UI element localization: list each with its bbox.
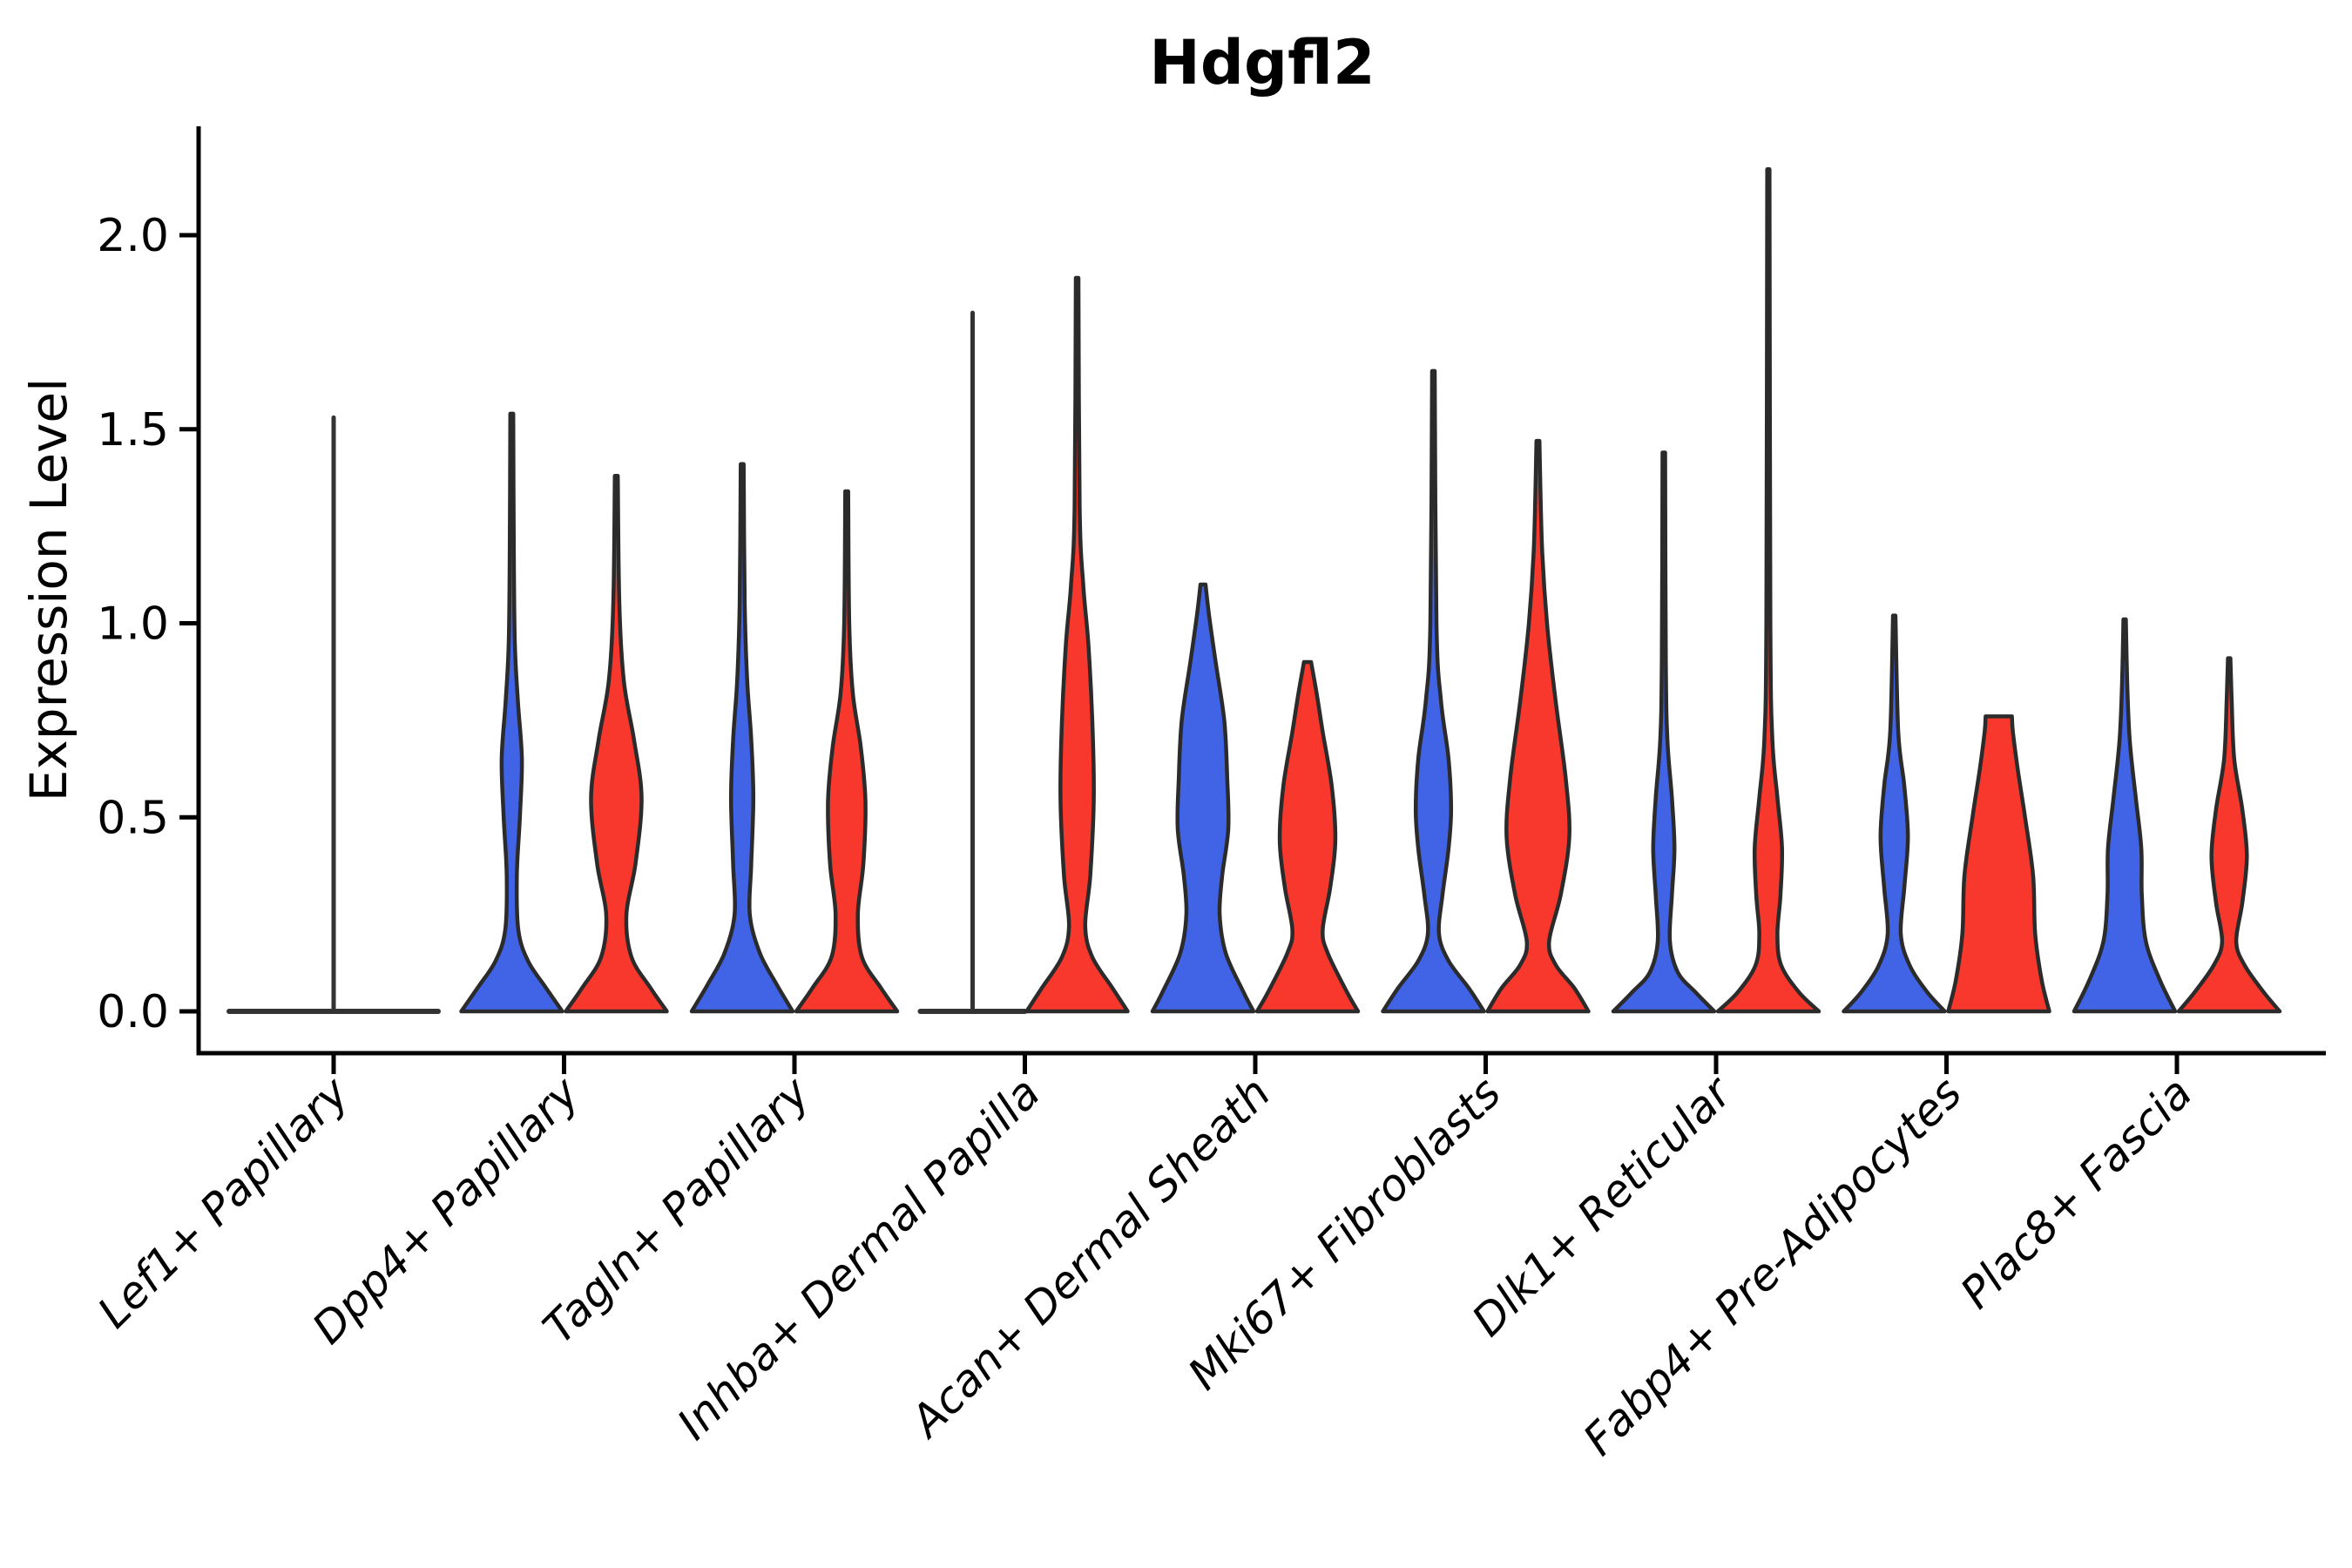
violin-4-red — [1254, 659, 1361, 1014]
x-tick-label: Plac8+ Fascia — [1951, 1067, 2202, 1318]
violin-1-red — [564, 473, 669, 1014]
y-tick-label: 1.5 — [97, 404, 169, 456]
violin-7-blue — [1842, 613, 1947, 1014]
violin-5-blue — [1381, 368, 1486, 1014]
y-tick-label: 1.0 — [97, 598, 169, 651]
x-tick-label: Fabp4+ Pre-Adipocytes — [1573, 1067, 1971, 1465]
y-tick-label: 0.0 — [97, 986, 169, 1038]
violin-1-blue — [459, 411, 564, 1014]
y-axis-ticks: 0.0 0.5 1.0 1.5 2.0 — [97, 210, 199, 1038]
violin-8-red — [2176, 656, 2282, 1014]
y-tick-label: 0.5 — [97, 792, 169, 844]
violin-6-red — [1715, 167, 1821, 1014]
violins-layer — [226, 167, 2282, 1014]
violin-8-blue — [2072, 617, 2178, 1014]
violin-2-blue — [689, 462, 795, 1014]
violin-4-blue — [1150, 582, 1256, 1014]
x-tick-label: Lef1+ Papillary — [88, 1066, 359, 1337]
violin-7-red — [1946, 714, 2051, 1014]
violin-5-red — [1485, 438, 1591, 1014]
violin-2-red — [794, 489, 900, 1014]
violin-3-red — [1024, 275, 1130, 1014]
y-tick-label: 2.0 — [97, 210, 169, 262]
x-tick-label: Inhba+ Dermal Papilla — [668, 1067, 1050, 1449]
chart-title: Hdgfl2 — [1149, 27, 1375, 98]
violin-6-blue — [1611, 450, 1717, 1014]
y-axis-label: Expression Level — [19, 378, 78, 801]
